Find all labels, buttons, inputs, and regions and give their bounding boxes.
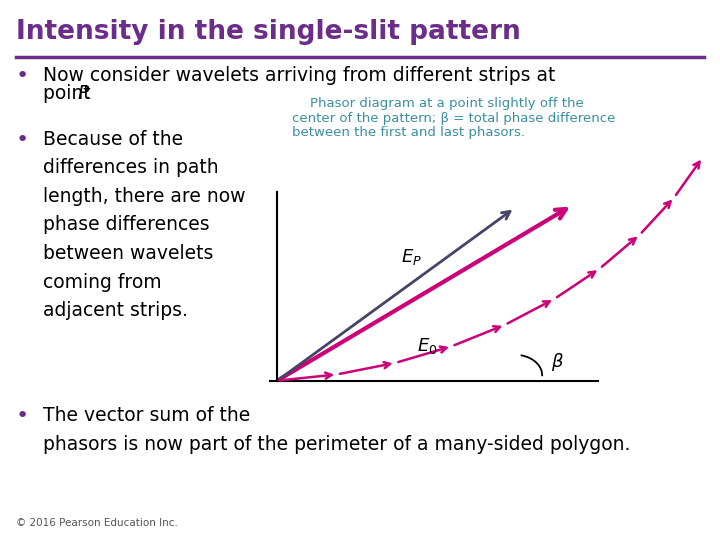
Text: length, there are now: length, there are now (43, 187, 246, 206)
Text: between the first and last phasors.: between the first and last phasors. (292, 126, 525, 139)
Text: differences in path: differences in path (43, 158, 219, 177)
Text: .: . (85, 84, 91, 103)
Text: phasors is now part of the perimeter of a many-sided polygon.: phasors is now part of the perimeter of … (43, 435, 631, 454)
Text: •: • (16, 406, 29, 426)
Text: P: P (77, 84, 89, 103)
Text: $E_0$: $E_0$ (417, 336, 438, 356)
Text: Now consider wavelets arriving from different strips at: Now consider wavelets arriving from diff… (43, 66, 556, 85)
Text: Because of the: Because of the (43, 130, 184, 148)
Text: $E_P$: $E_P$ (401, 247, 422, 267)
Text: center of the pattern; β = total phase difference: center of the pattern; β = total phase d… (292, 112, 615, 125)
Text: point: point (43, 84, 94, 103)
Text: coming from: coming from (43, 273, 162, 292)
Text: adjacent strips.: adjacent strips. (43, 301, 188, 320)
Text: phase differences: phase differences (43, 215, 210, 234)
Text: Phasor diagram at a point slightly off the: Phasor diagram at a point slightly off t… (310, 97, 583, 110)
Text: $\beta$: $\beta$ (551, 350, 564, 373)
Text: between wavelets: between wavelets (43, 244, 214, 263)
Text: Intensity in the single-slit pattern: Intensity in the single-slit pattern (16, 19, 521, 45)
Text: © 2016 Pearson Education Inc.: © 2016 Pearson Education Inc. (16, 518, 178, 528)
Text: •: • (16, 66, 29, 86)
Text: •: • (16, 130, 29, 150)
Text: The vector sum of the: The vector sum of the (43, 406, 251, 425)
